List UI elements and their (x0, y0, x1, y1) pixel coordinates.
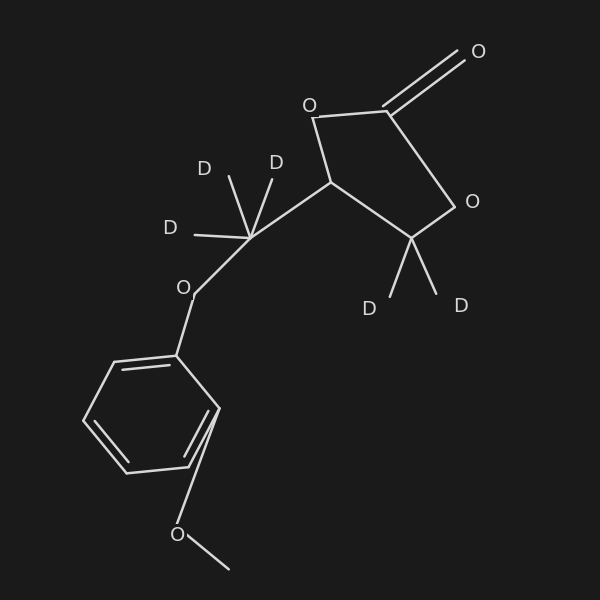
Text: O: O (176, 280, 191, 298)
Text: O: O (470, 43, 486, 62)
Text: D: D (361, 300, 376, 319)
Text: D: D (268, 154, 283, 173)
Text: O: O (464, 193, 480, 212)
Text: O: O (302, 97, 317, 116)
Text: D: D (163, 219, 178, 238)
Text: O: O (170, 526, 185, 545)
Text: D: D (197, 160, 211, 179)
Text: D: D (454, 296, 469, 316)
